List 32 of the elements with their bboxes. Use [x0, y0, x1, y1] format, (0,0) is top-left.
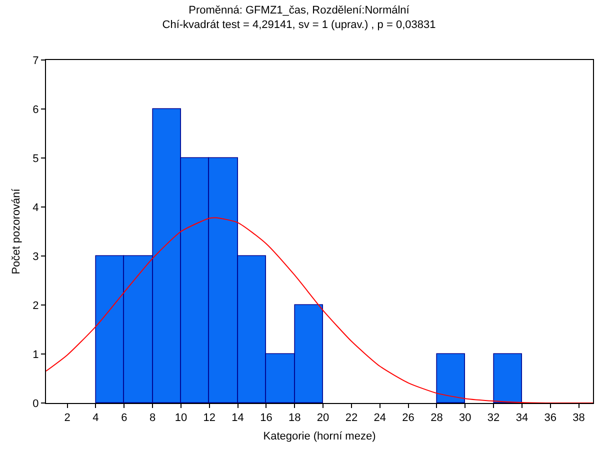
x-tick-label: 34 — [516, 412, 528, 424]
y-tick-label: 7 — [32, 54, 39, 67]
x-tick-label: 22 — [345, 412, 358, 424]
x-tick-label: 12 — [203, 412, 216, 424]
x-tick-label: 36 — [544, 412, 557, 424]
x-tick-label: 24 — [374, 412, 386, 424]
x-tick-label: 8 — [149, 412, 156, 424]
x-tick-label: 28 — [430, 412, 443, 424]
x-tick-label: 2 — [64, 412, 70, 424]
x-tick-label: 32 — [487, 412, 500, 424]
y-axis-title: Počet pozorování — [10, 188, 22, 274]
x-tick-label: 10 — [174, 412, 188, 424]
y-tick-label: 5 — [32, 152, 39, 165]
y-tick-label: 6 — [32, 104, 39, 116]
chart-title: Proměnná: GFMZ1_čas, Rozdělení:Normální — [188, 4, 410, 17]
y-tick-label: 3 — [32, 250, 39, 263]
x-tick-label: 20 — [316, 412, 330, 424]
y-tick-label: 2 — [32, 300, 39, 312]
x-tick-label: 6 — [121, 412, 128, 424]
y-tick-label: 1 — [32, 348, 39, 361]
y-tick-label: 4 — [32, 202, 39, 214]
x-tick-label: 14 — [232, 412, 244, 424]
x-tick-label: 18 — [288, 412, 301, 424]
x-tick-label: 26 — [402, 412, 414, 424]
x-tick-label: 38 — [572, 412, 585, 424]
y-tick-label: 0 — [32, 398, 39, 410]
x-tick-label: 30 — [459, 412, 472, 424]
line-series — [46, 217, 593, 403]
chart-subtitle: Chí-kvadrát test = 4,29141, sv = 1 (uprav.) , p = 0,03831 — [162, 18, 436, 31]
x-axis-title: Kategorie (horní meze) — [263, 430, 376, 442]
x-tick-label: 16 — [260, 412, 272, 424]
x-tick-label: 4 — [92, 412, 99, 424]
